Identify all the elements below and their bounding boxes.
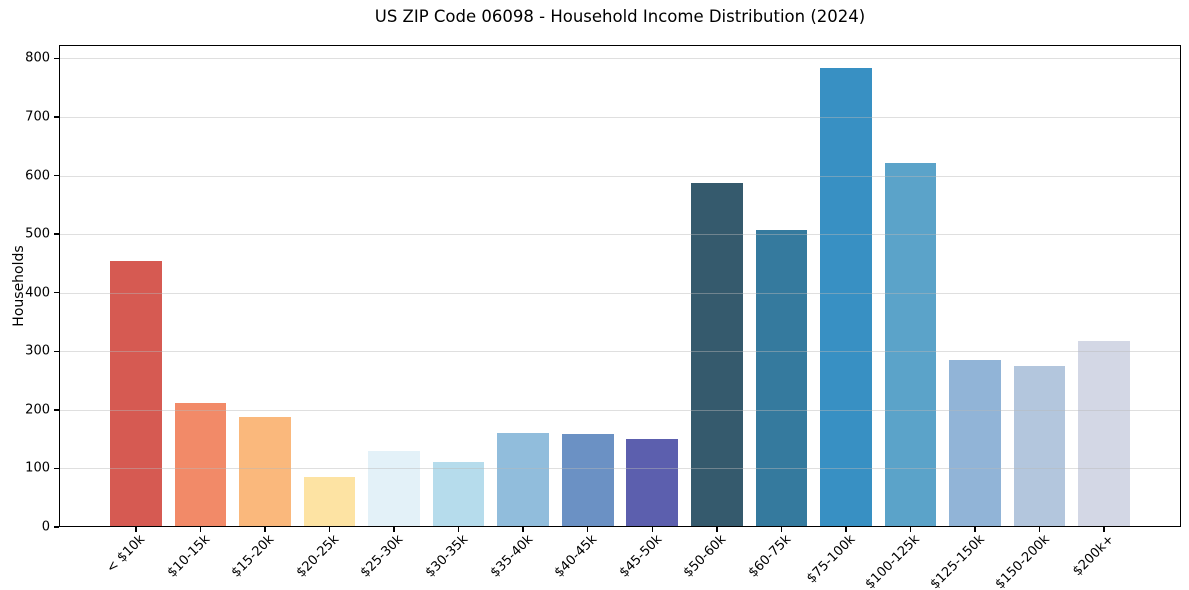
x-tick-mark — [974, 527, 976, 532]
x-tick-label: $45-50k — [616, 532, 665, 581]
bar-9 — [626, 438, 679, 527]
gridline-600 — [59, 175, 1181, 177]
y-tick-mark — [54, 409, 59, 411]
x-tick-label: $20-25k — [293, 532, 343, 581]
x-tick-mark — [651, 527, 654, 532]
y-tick-label: 700 — [25, 109, 50, 125]
gridline-500 — [59, 234, 1181, 236]
plot-area — [59, 45, 1181, 527]
x-tick-label: $200k+ — [1069, 532, 1117, 580]
x-tick-mark — [780, 527, 783, 532]
x-tick-label: $25-30k — [358, 532, 407, 581]
x-tick-mark — [845, 527, 847, 532]
x-tick-label: $75-100k — [804, 532, 859, 587]
bar-7 — [497, 432, 549, 527]
y-tick-mark — [54, 116, 59, 118]
bar-3 — [239, 417, 291, 527]
gridline-300 — [59, 351, 1181, 353]
gridline-100 — [59, 468, 1181, 470]
x-tick-mark — [716, 527, 718, 532]
x-tick-label: $60-75k — [745, 532, 795, 581]
bar-11 — [755, 230, 808, 527]
y-tick-mark — [54, 233, 59, 235]
y-tick-mark — [54, 526, 59, 528]
bar-5 — [368, 450, 420, 527]
x-tick-mark — [1103, 527, 1105, 532]
x-tick-mark — [1038, 527, 1041, 532]
x-tick-label: $35-40k — [487, 532, 536, 581]
y-tick-mark — [54, 174, 59, 177]
x-tick-mark — [909, 527, 912, 532]
y-tick-label: 200 — [25, 402, 50, 418]
y-tick-label: 100 — [25, 460, 50, 476]
bar-16 — [1078, 340, 1130, 527]
x-tick-label: $40-45k — [551, 532, 601, 581]
x-tick-mark — [328, 527, 331, 532]
gridline-400 — [59, 292, 1181, 294]
bar-1 — [110, 260, 162, 527]
bar-10 — [691, 183, 743, 527]
x-tick-mark — [457, 527, 460, 532]
x-tick-mark — [135, 527, 137, 532]
gridline-800 — [59, 58, 1181, 60]
y-tick-mark — [54, 57, 59, 60]
bar-12 — [820, 67, 872, 527]
x-tick-label: $50-60k — [680, 532, 730, 581]
y-tick-label: 400 — [25, 285, 50, 301]
x-tick-mark — [393, 527, 395, 532]
x-tick-mark — [522, 527, 524, 532]
y-tick-label: 0 — [41, 519, 50, 535]
x-tick-mark — [586, 527, 589, 532]
y-tick-label: 800 — [25, 50, 50, 66]
bar-6 — [432, 462, 485, 527]
gridline-700 — [59, 117, 1181, 119]
bar-14 — [949, 360, 1001, 527]
bar-2 — [174, 402, 227, 527]
x-tick-label: $150-200k — [992, 532, 1053, 590]
y-tick-label: 300 — [25, 343, 50, 359]
bar-8 — [561, 434, 614, 527]
x-tick-label: < $10k — [104, 532, 149, 577]
x-tick-label: $125-150k — [927, 532, 988, 590]
y-tick-mark — [54, 291, 59, 294]
y-tick-mark — [54, 350, 59, 353]
bar-4 — [303, 477, 356, 527]
gridline-200 — [59, 409, 1181, 411]
y-tick-label: 600 — [25, 168, 50, 184]
y-tick-mark — [54, 467, 59, 470]
bar-15 — [1013, 365, 1066, 527]
x-tick-label: $100-125k — [862, 532, 924, 590]
chart-title: US ZIP Code 06098 - Household Income Dis… — [374, 7, 866, 26]
x-tick-mark — [264, 527, 266, 532]
y-tick-label: 500 — [25, 226, 50, 242]
x-tick-label: $10-15k — [164, 532, 213, 581]
bar-13 — [884, 163, 937, 527]
x-tick-label: $30-35k — [422, 532, 472, 581]
x-tick-mark — [199, 527, 202, 532]
x-tick-label: $15-20k — [229, 532, 278, 581]
